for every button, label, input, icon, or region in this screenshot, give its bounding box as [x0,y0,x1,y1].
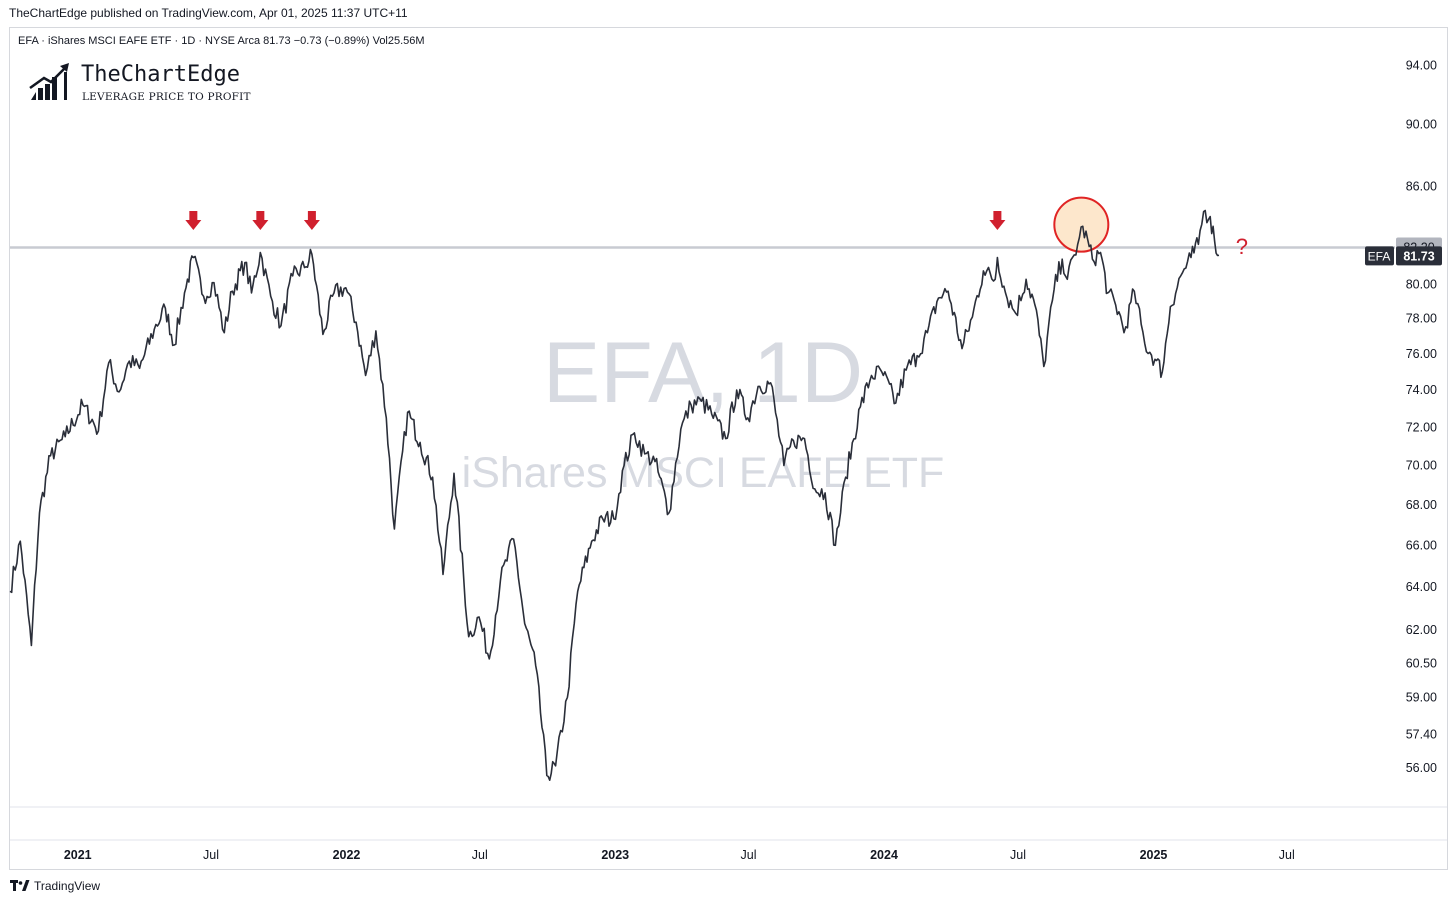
time-tick-label: 2023 [601,848,629,862]
price-tick-label: 64.00 [1406,580,1437,594]
down-arrow-icon[interactable] [303,211,320,230]
price-tick-label: 72.00 [1406,420,1437,434]
price-tick-label: 59.00 [1406,690,1437,704]
price-tick-label: 60.50 [1406,656,1437,670]
down-arrow-icon[interactable] [252,211,269,230]
time-tick-label: Jul [1279,848,1295,862]
time-tick-label: Jul [741,848,757,862]
price-tick-label: 90.00 [1406,118,1437,132]
time-tick-label: Jul [1010,848,1026,862]
question-mark: ? [1236,234,1248,259]
breakout-highlight-circle[interactable] [1053,196,1110,253]
logo-tagline: LEVERAGE PRICE TO PROFIT [82,91,251,103]
symbol-tag [1365,246,1394,266]
price-tick-label: 68.00 [1406,498,1437,512]
price-tick-label: 78.00 [1406,312,1437,326]
price-tick-label: 57.40 [1406,728,1437,742]
price-tick-label: 70.00 [1406,458,1437,472]
time-tick-label: Jul [203,848,219,862]
down-arrow-icon[interactable] [989,211,1006,230]
watermark-description: iShares MSCI EAFE ETF [462,449,945,497]
price-tick-label: 56.00 [1406,761,1437,775]
price-axis[interactable]: 94.00 90.00 86.00 80.00 78.00 76.00 74.00 72.00… [1406,59,1437,776]
price-tick-label: 86.00 [1406,179,1437,193]
last-price-label: 81.73 [1403,249,1434,263]
time-tick-label: 2024 [870,848,898,862]
last-price-tag [1396,246,1442,266]
chart-panel[interactable] [9,27,1448,870]
symbol-tag-label: EFA [1368,249,1391,263]
time-tick-label: 2022 [333,848,361,862]
time-tick-label: 2025 [1140,848,1168,862]
publisher-line: TheChartEdge published on TradingView.co… [9,6,408,20]
price-tick-label: 66.00 [1406,538,1437,552]
tradingview-brand: TradingView [34,879,101,893]
price-series-line [9,209,1220,782]
time-tick-label: Jul [472,848,488,862]
chart-watermark: EFA, 1D iShares MSCI EAFE ETF [462,325,945,497]
down-arrow-icon[interactable] [185,211,202,230]
tradingview-logo-icon [10,880,30,891]
watermark-symbol: EFA, 1D [543,325,863,421]
price-tick-label: 76.00 [1406,347,1437,361]
symbol-info[interactable]: EFA · iShares MSCI EAFE ETF · 1D · NYSE … [18,35,425,47]
price-tick-label: 62.00 [1406,623,1437,637]
price-tick-label: 94.00 [1406,59,1437,73]
tradingview-footer[interactable]: TradingView [10,879,100,893]
time-tick-label: 2021 [64,848,92,862]
logo-name: TheChartEdge [81,62,240,87]
time-axis[interactable]: 2021 Jul 2022 Jul 2023 Jul 2024 Jul 2025 Jul [64,848,1295,862]
chart-bars-logo-icon [29,63,69,100]
price-tick-label: 74.00 [1406,383,1437,397]
price-tick-label: 80.00 [1406,277,1437,291]
